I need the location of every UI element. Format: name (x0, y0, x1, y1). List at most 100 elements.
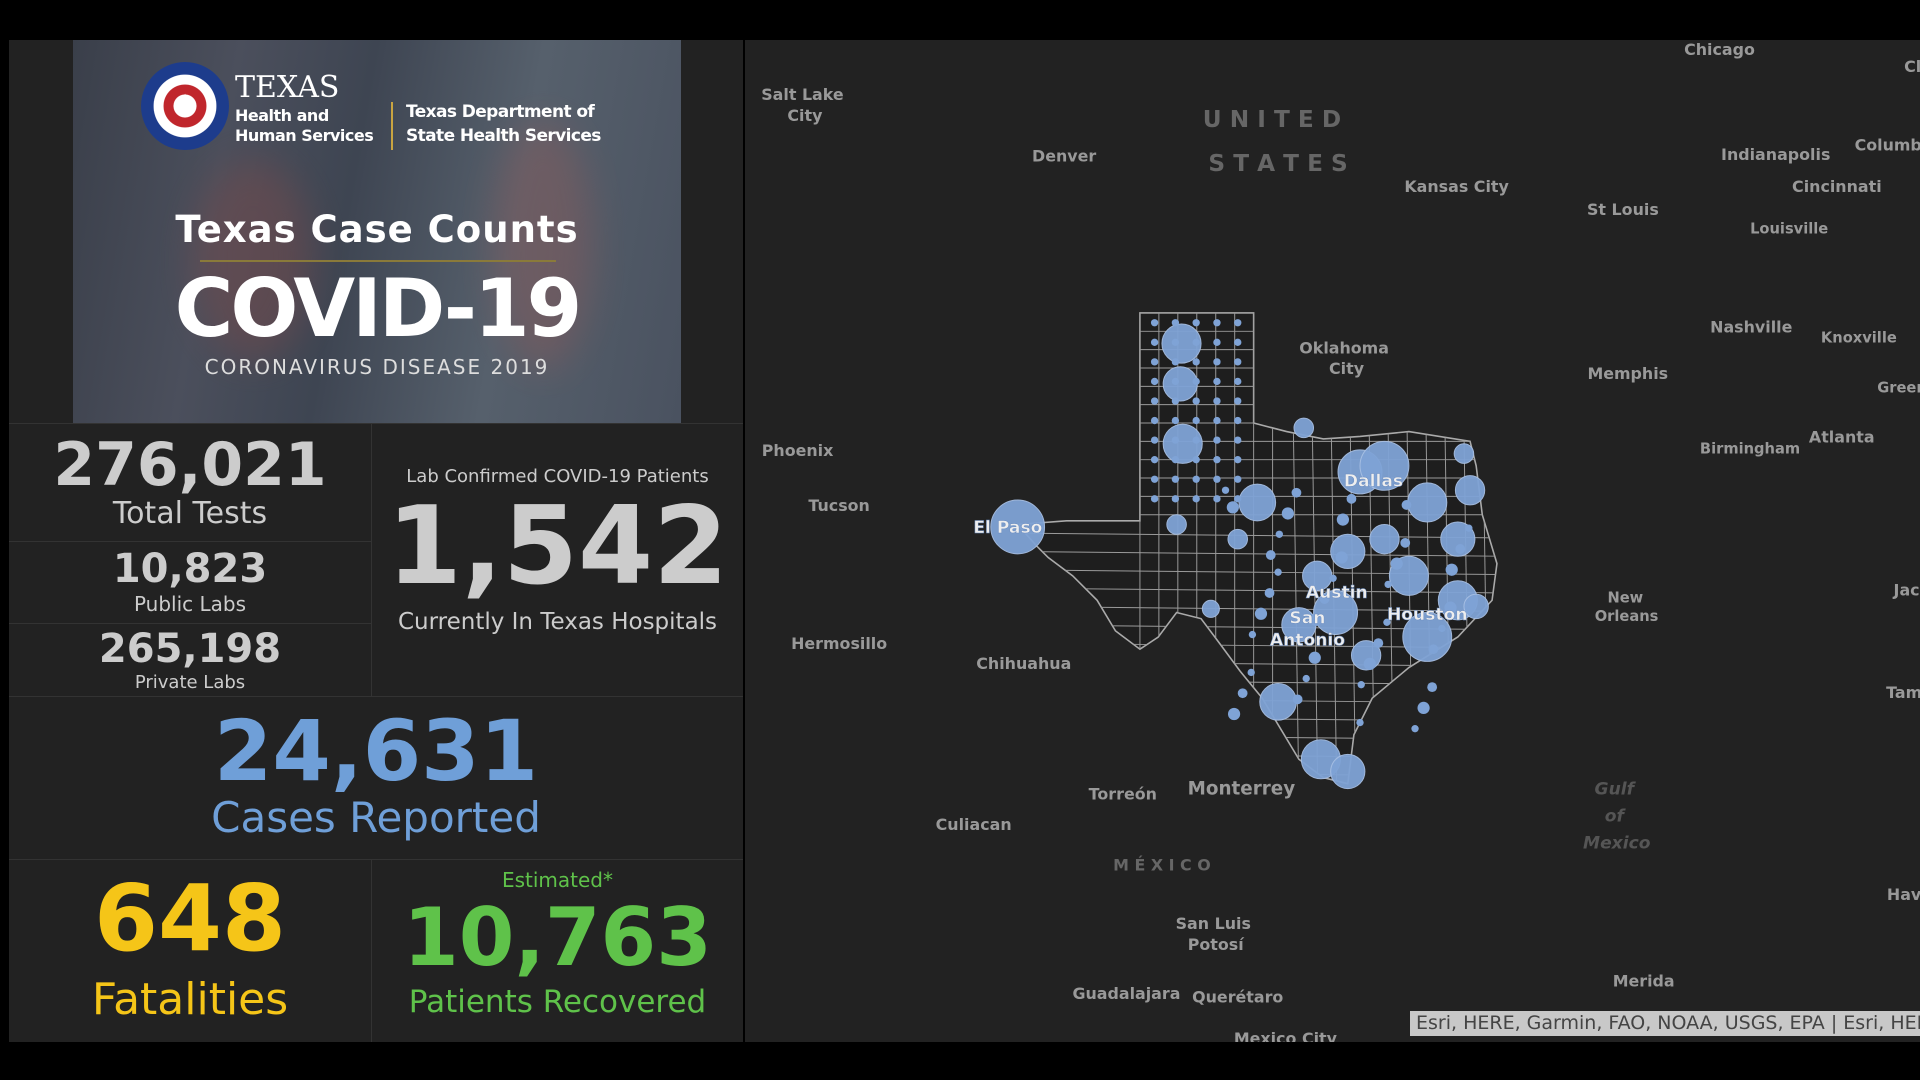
case-bubble[interactable] (1171, 456, 1180, 464)
case-bubble[interactable] (1335, 551, 1348, 564)
case-bubble[interactable] (1234, 358, 1242, 366)
case-bubble[interactable] (990, 499, 1046, 555)
case-bubble[interactable] (1150, 436, 1159, 444)
case-bubble[interactable] (1234, 377, 1242, 386)
case-bubble[interactable] (1234, 416, 1242, 425)
case-bubble[interactable] (1192, 495, 1200, 503)
case-bubble[interactable] (1213, 319, 1221, 327)
case-bubble[interactable] (1171, 475, 1180, 483)
case-bubble[interactable] (1274, 568, 1282, 576)
case-bubble[interactable] (1234, 495, 1242, 503)
case-bubble[interactable] (1453, 443, 1475, 464)
case-bubble[interactable] (1346, 493, 1357, 504)
case-bubble[interactable] (1455, 544, 1466, 554)
case-bubble[interactable] (1369, 524, 1400, 555)
case-bubble[interactable] (1192, 456, 1200, 464)
case-bubble[interactable] (1444, 601, 1457, 614)
case-bubble[interactable] (1171, 436, 1180, 444)
case-bubble[interactable] (1357, 680, 1365, 689)
case-bubble[interactable] (1402, 612, 1453, 662)
case-bubble[interactable] (1192, 436, 1200, 444)
map-canvas[interactable]: Chicago Salt Lake City Denver Kansas City St … (745, 40, 1920, 1048)
case-bubble[interactable] (1150, 416, 1159, 425)
case-bubble[interactable] (1192, 338, 1200, 346)
case-bubble[interactable] (1427, 682, 1438, 693)
map-attribution[interactable]: Esri, HERE, Garmin, FAO, NOAA, USGS, EPA… (1410, 1011, 1920, 1036)
case-bubble[interactable] (1171, 416, 1180, 425)
case-bubble[interactable] (1234, 456, 1242, 464)
case-bubble[interactable] (1293, 417, 1315, 439)
case-bubble[interactable] (1411, 725, 1419, 733)
case-bubble[interactable] (1213, 358, 1221, 366)
case-map[interactable]: Chicago Salt Lake City Denver Kansas City St … (745, 40, 1920, 1048)
case-bubble[interactable] (1292, 694, 1303, 705)
case-bubble[interactable] (1171, 495, 1180, 503)
case-bubble[interactable] (1213, 377, 1221, 386)
case-bubble[interactable] (1336, 513, 1350, 526)
case-bubble[interactable] (1390, 557, 1403, 570)
case-bubble[interactable] (1171, 377, 1180, 386)
case-bubble[interactable] (1302, 674, 1310, 683)
case-bubble[interactable] (1319, 594, 1330, 604)
case-bubble[interactable] (1213, 495, 1221, 503)
case-bubble[interactable] (1254, 607, 1268, 620)
case-bubble[interactable] (1162, 366, 1198, 402)
case-bubble[interactable] (1166, 514, 1187, 535)
case-bubble[interactable] (1417, 701, 1430, 715)
case-bubble[interactable] (1281, 507, 1294, 520)
case-bubble[interactable] (1329, 574, 1337, 582)
case-bubble[interactable] (1309, 613, 1323, 626)
case-bubble[interactable] (1247, 668, 1255, 677)
case-bubble[interactable] (1463, 593, 1489, 620)
case-bubble[interactable] (1275, 530, 1283, 538)
case-bubble[interactable] (1161, 323, 1202, 364)
case-bubble[interactable] (1265, 550, 1276, 560)
case-bubble[interactable] (1407, 482, 1448, 523)
case-bubble[interactable] (1171, 319, 1180, 327)
case-bubble[interactable] (1192, 319, 1200, 327)
case-bubble[interactable] (1291, 487, 1302, 498)
case-bubble[interactable] (1248, 630, 1257, 639)
case-bubble[interactable] (1264, 588, 1275, 598)
case-bubble[interactable] (1171, 338, 1180, 346)
case-bubble[interactable] (1428, 644, 1439, 655)
case-bubble[interactable] (1150, 319, 1159, 327)
case-bubble[interactable] (1201, 599, 1220, 618)
case-bubble[interactable] (1401, 500, 1412, 510)
case-bubble[interactable] (1192, 397, 1200, 405)
case-bubble[interactable] (1213, 397, 1221, 405)
case-bubble[interactable] (1192, 475, 1200, 483)
case-bubble[interactable] (1373, 638, 1384, 648)
case-bubble[interactable] (1234, 475, 1242, 483)
case-bubble[interactable] (1359, 440, 1410, 491)
case-bubble[interactable] (1213, 475, 1221, 483)
case-bubble[interactable] (1192, 416, 1200, 425)
case-bubble[interactable] (1356, 718, 1364, 727)
case-bubble[interactable] (1308, 651, 1321, 664)
case-bubble[interactable] (1150, 456, 1159, 464)
case-bubble[interactable] (1192, 358, 1200, 366)
case-bubble[interactable] (1383, 618, 1391, 626)
case-bubble[interactable] (1150, 358, 1159, 366)
case-bubble[interactable] (1259, 682, 1297, 721)
case-bubble[interactable] (1213, 436, 1221, 444)
case-bubble[interactable] (1150, 495, 1159, 503)
case-bubble[interactable] (1445, 563, 1458, 576)
case-bubble[interactable] (1213, 456, 1221, 464)
case-bubbles[interactable] (990, 319, 1489, 790)
case-bubble[interactable] (1171, 397, 1180, 405)
case-bubble[interactable] (1238, 483, 1277, 522)
case-bubble[interactable] (1227, 528, 1249, 550)
case-bubble[interactable] (1234, 397, 1242, 405)
case-bubble[interactable] (1226, 501, 1239, 514)
case-bubble[interactable] (1330, 533, 1366, 569)
case-bubble[interactable] (1237, 688, 1248, 699)
case-bubble[interactable] (1213, 338, 1221, 346)
case-bubble[interactable] (1454, 475, 1486, 506)
case-bubble[interactable] (1171, 358, 1180, 366)
case-bubble[interactable] (1384, 580, 1392, 589)
case-bubble[interactable] (1150, 338, 1159, 346)
case-bubble[interactable] (1330, 753, 1366, 790)
case-bubble[interactable] (1213, 416, 1221, 425)
case-bubble[interactable] (1221, 486, 1230, 494)
